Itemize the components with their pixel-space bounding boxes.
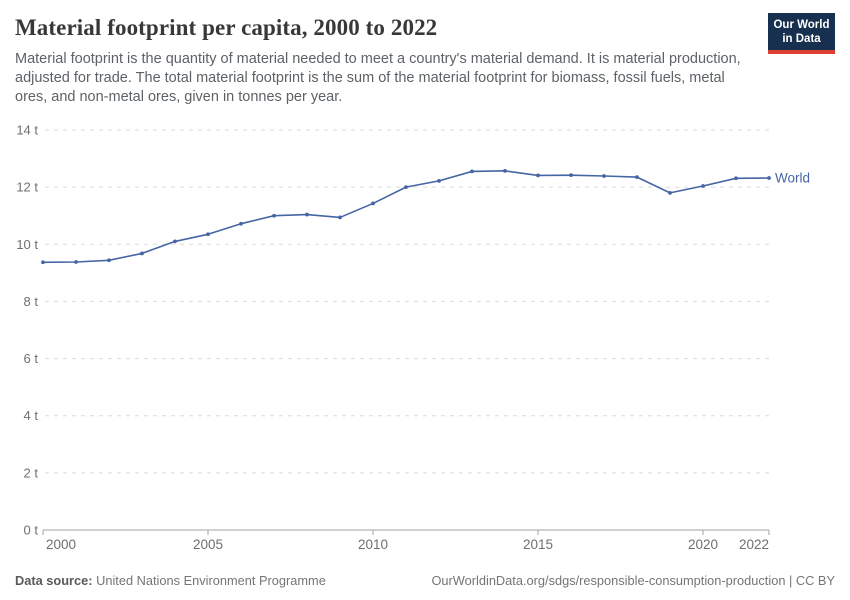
data-point[interactable]: [305, 212, 309, 217]
chart-title: Material footprint per capita, 2000 to 2…: [15, 15, 438, 40]
x-axis-tick-label: 2022: [739, 537, 769, 552]
owid-logo-text-line2: in Data: [782, 33, 821, 45]
data-point[interactable]: [41, 260, 45, 265]
x-axis-tick-label: 2015: [523, 537, 553, 552]
y-axis-tick-label: 12 t: [16, 180, 38, 195]
data-point[interactable]: [272, 213, 276, 218]
x-axis-tick-label: 2010: [358, 537, 388, 552]
data-point[interactable]: [107, 258, 111, 263]
data-source-label: Data source:: [15, 573, 93, 588]
data-point[interactable]: [404, 185, 408, 190]
data-point[interactable]: [173, 239, 177, 244]
chart-header: Material footprint per capita, 2000 to 2…: [15, 15, 760, 107]
chart-footer: Data source: United Nations Environment …: [15, 573, 835, 588]
data-point[interactable]: [338, 215, 342, 220]
y-axis-tick-label: 0 t: [24, 523, 39, 538]
x-axis-tick-label: 2020: [688, 537, 718, 552]
data-point[interactable]: [437, 178, 441, 183]
data-point[interactable]: [371, 201, 375, 206]
data-point[interactable]: [470, 169, 474, 174]
y-axis-tick-label: 14 t: [16, 123, 38, 138]
data-point[interactable]: [239, 221, 243, 226]
chart-subtitle: Material footprint is the quantity of ma…: [15, 51, 741, 105]
data-point[interactable]: [635, 175, 639, 180]
y-axis-tick-label: 4 t: [24, 408, 39, 423]
y-axis-tick-label: 6 t: [24, 351, 39, 366]
y-axis-tick-label: 2 t: [24, 465, 39, 480]
world-series-line[interactable]: [42, 170, 770, 264]
y-axis-tick-label: 8 t: [24, 294, 39, 309]
owid-logo-text-line1: Our World: [773, 19, 830, 31]
data-point[interactable]: [734, 176, 738, 181]
x-axis-tick-label: 2005: [193, 537, 223, 552]
data-point[interactable]: [140, 251, 144, 256]
y-axis-tick-label: 10 t: [16, 237, 38, 252]
data-point[interactable]: [767, 176, 771, 180]
data-point[interactable]: [206, 232, 210, 237]
data-point[interactable]: [602, 174, 606, 178]
data-point[interactable]: [503, 168, 507, 173]
data-point[interactable]: [536, 173, 540, 178]
data-point[interactable]: [668, 190, 672, 195]
data-point[interactable]: [569, 173, 573, 178]
data-source-value: United Nations Environment Programme: [96, 573, 326, 588]
x-axis-tick-label: 2000: [46, 537, 76, 552]
series-end-label[interactable]: World: [775, 171, 810, 186]
footer-citation-link[interactable]: OurWorldinData.org/sdgs/responsible-cons…: [431, 573, 835, 588]
data-source: Data source: United Nations Environment …: [15, 573, 326, 588]
data-point[interactable]: [74, 260, 78, 264]
owid-logo[interactable]: Our World in Data: [768, 13, 835, 54]
data-point[interactable]: [701, 184, 705, 188]
